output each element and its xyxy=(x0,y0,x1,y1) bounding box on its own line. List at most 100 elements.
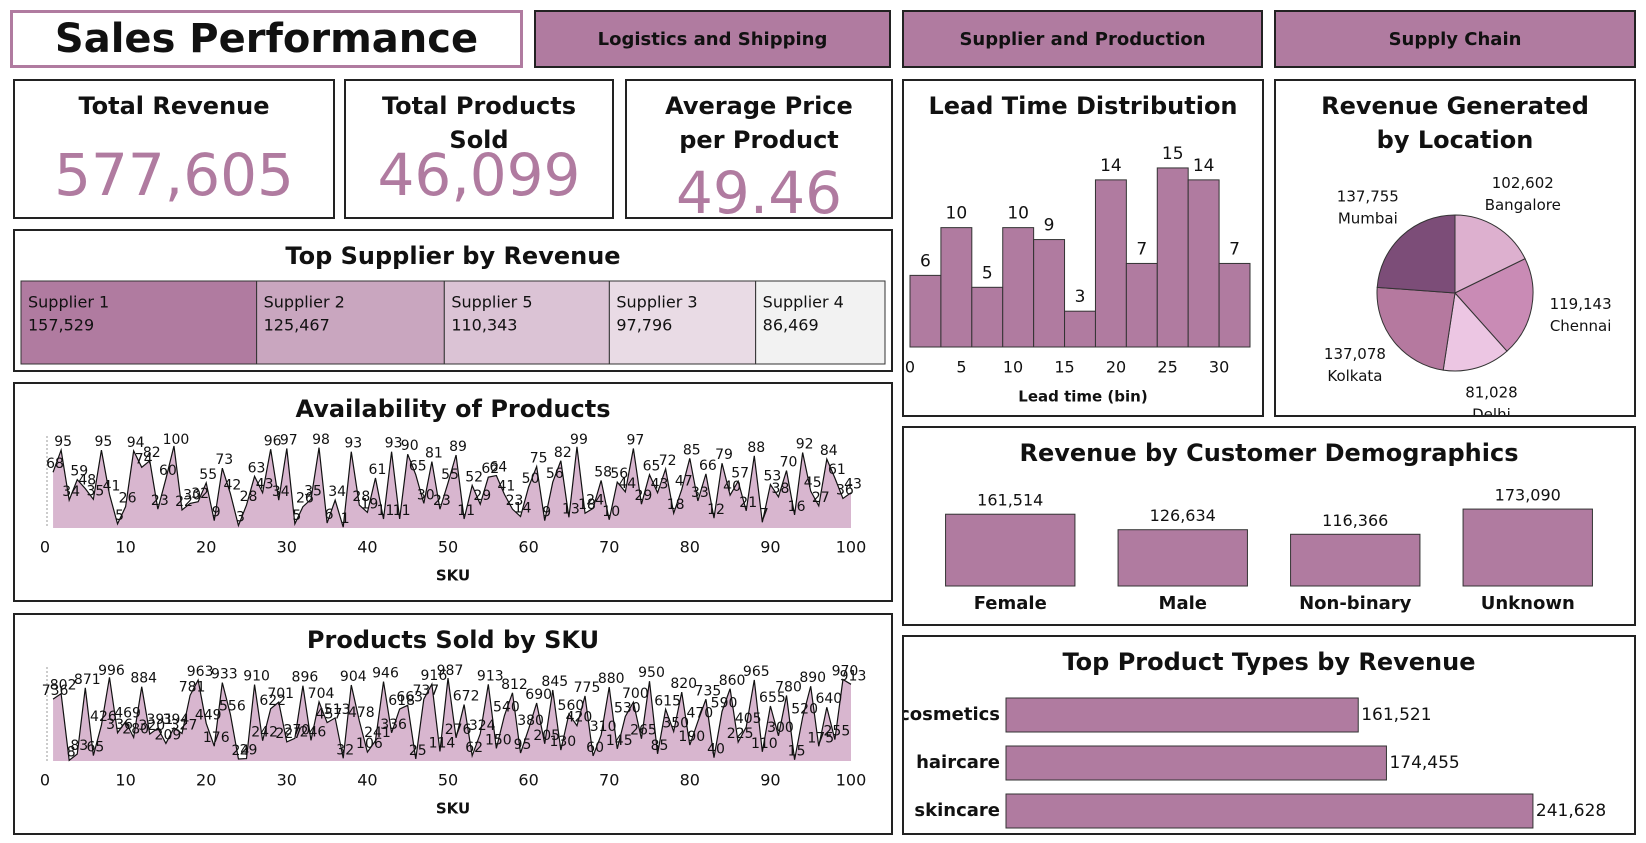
x-tick-label: Female xyxy=(974,593,1047,614)
x-tick-label: Unknown xyxy=(1481,593,1575,614)
data-label: 7 xyxy=(760,506,769,522)
treemap-cell xyxy=(20,280,258,365)
line xyxy=(52,677,852,762)
data-label: 32 xyxy=(191,486,209,502)
data-label: 781 xyxy=(179,679,206,695)
area xyxy=(53,446,852,528)
data-label: 145 xyxy=(606,733,633,749)
data-label: 81 xyxy=(425,446,443,462)
data-label: 175 xyxy=(807,730,834,746)
bar xyxy=(945,513,1076,587)
kpi-card: Total Products Sold 46,099 xyxy=(344,79,614,219)
slice-label: Mumbai xyxy=(1338,210,1398,228)
x-tick-label: 15 xyxy=(1054,358,1074,377)
treemap-cell xyxy=(256,280,445,365)
data-label: 45 xyxy=(804,475,822,491)
data-label: 690 xyxy=(525,687,552,703)
chart-title: Lead Time Distribution xyxy=(928,92,1238,120)
data-label: 15 xyxy=(1162,144,1184,164)
x-tick-label: 50 xyxy=(438,538,458,557)
data-label: 16 xyxy=(788,499,806,515)
pie-slice xyxy=(1454,258,1534,352)
data-label: 94 xyxy=(127,435,145,451)
data-label: 61 xyxy=(369,462,387,478)
x-tick-label: 70 xyxy=(599,538,619,557)
data-label: 265 xyxy=(630,723,657,739)
data-label: 590 xyxy=(711,695,738,711)
x-tick-label: 50 xyxy=(438,771,458,790)
slice-label: Bangalore xyxy=(1485,196,1561,214)
nav-button[interactable]: Supplier and Production xyxy=(902,10,1263,68)
chart: 7368028838716542699633646928088432039120… xyxy=(40,663,867,818)
data-label: 24 xyxy=(232,743,250,759)
data-label: 99 xyxy=(570,432,588,448)
cell-value: 125,467 xyxy=(264,316,330,335)
data-label: 242 xyxy=(251,725,278,741)
data-label: 60 xyxy=(586,740,604,756)
data-label: 513 xyxy=(324,702,351,718)
nav-button[interactable]: Supply Chain xyxy=(1274,10,1636,68)
data-label: 42 xyxy=(223,478,241,494)
slice-value: 137,755 xyxy=(1337,188,1399,206)
data-label: 890 xyxy=(799,670,826,686)
nav-button[interactable]: Logistics and Shipping xyxy=(534,10,891,68)
data-label: 225 xyxy=(727,726,754,742)
x-tick-label: 80 xyxy=(680,538,700,557)
chart: 6 10 5 10 9 3 14 7 15 14 7 0 5 10 15 20 25 30 Lead time (b… xyxy=(905,144,1251,406)
sold-panel: Products Sold by SKU 736 802 8 83 871 65 426 996… xyxy=(13,613,893,835)
data-label: 970 xyxy=(832,664,859,680)
cell-label: Supplier 4 xyxy=(763,293,844,312)
x-tick-label: 90 xyxy=(760,538,780,557)
data-label: 618 xyxy=(388,693,415,709)
data-label: 241,628 xyxy=(1536,801,1606,821)
kpi-card: Total Revenue 577,605 xyxy=(13,79,335,219)
data-label: 62 xyxy=(465,740,483,756)
x-tick-label: 20 xyxy=(196,771,216,790)
data-label: 33 xyxy=(691,485,709,501)
data-label: 701 xyxy=(267,686,294,702)
x-axis-title: SKU xyxy=(436,800,470,818)
data-label: 871 xyxy=(74,672,101,688)
data-label: 209 xyxy=(155,727,182,743)
data-label: 9 xyxy=(212,505,221,521)
treemap-cell xyxy=(608,280,757,365)
data-label: 41 xyxy=(103,478,121,494)
data-label: 53 xyxy=(763,469,781,485)
data-label: 336 xyxy=(380,717,407,733)
data-label: 14 xyxy=(514,501,532,517)
data-label: 21 xyxy=(739,495,757,511)
data-label: 55 xyxy=(199,467,217,483)
data-label: 75 xyxy=(530,451,548,467)
data-label: 470 xyxy=(686,706,713,722)
data-label: 68 xyxy=(46,456,64,472)
data-label: 63 xyxy=(248,460,266,476)
data-label: 780 xyxy=(775,679,802,695)
data-label: 478 xyxy=(348,705,375,721)
x-tick-label: 40 xyxy=(357,771,377,790)
y-tick-label: haircare xyxy=(916,752,1000,773)
data-label: 56 xyxy=(610,466,628,482)
data-label: 405 xyxy=(735,711,762,727)
data-label: 13 xyxy=(562,501,580,517)
data-label: 72 xyxy=(659,453,677,469)
data-label: 655 xyxy=(759,690,786,706)
data-label: 913 xyxy=(840,668,867,684)
data-label: 270 xyxy=(283,722,310,738)
data-label: 65 xyxy=(86,740,104,756)
data-label: 1 xyxy=(341,511,350,527)
bar xyxy=(1156,167,1189,348)
data-label: 896 xyxy=(292,670,319,686)
data-label: 22 xyxy=(175,494,193,510)
data-label: 95 xyxy=(514,737,532,753)
data-label: 23 xyxy=(506,493,524,509)
data-label: 10 xyxy=(1007,204,1029,224)
data-label: 29 xyxy=(635,488,653,504)
data-label: 26 xyxy=(119,491,137,507)
data-label: 8 xyxy=(67,744,76,760)
data-label: 996 xyxy=(98,663,125,679)
data-label: 615 xyxy=(654,693,681,709)
bar xyxy=(940,227,973,348)
data-label: 933 xyxy=(211,667,238,683)
kpi-label: Average Price per Product xyxy=(665,92,853,154)
data-label: 97 xyxy=(626,432,644,448)
